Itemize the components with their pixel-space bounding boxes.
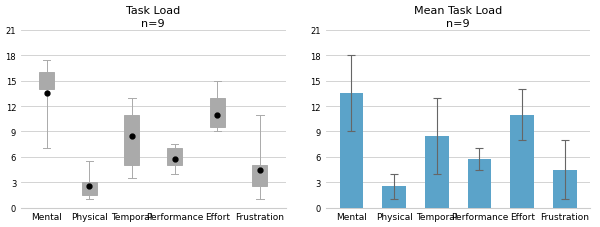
- Title: Mean Task Load
n=9: Mean Task Load n=9: [414, 5, 502, 29]
- PathPatch shape: [124, 115, 139, 165]
- Bar: [382, 187, 406, 208]
- PathPatch shape: [167, 149, 182, 165]
- Title: Task Load
n=9: Task Load n=9: [126, 5, 181, 29]
- PathPatch shape: [39, 73, 54, 90]
- PathPatch shape: [253, 165, 268, 187]
- Bar: [425, 136, 449, 208]
- PathPatch shape: [210, 98, 225, 128]
- Bar: [553, 170, 577, 208]
- Bar: [511, 115, 534, 208]
- Bar: [468, 160, 491, 208]
- PathPatch shape: [82, 183, 97, 195]
- Bar: [340, 94, 363, 208]
